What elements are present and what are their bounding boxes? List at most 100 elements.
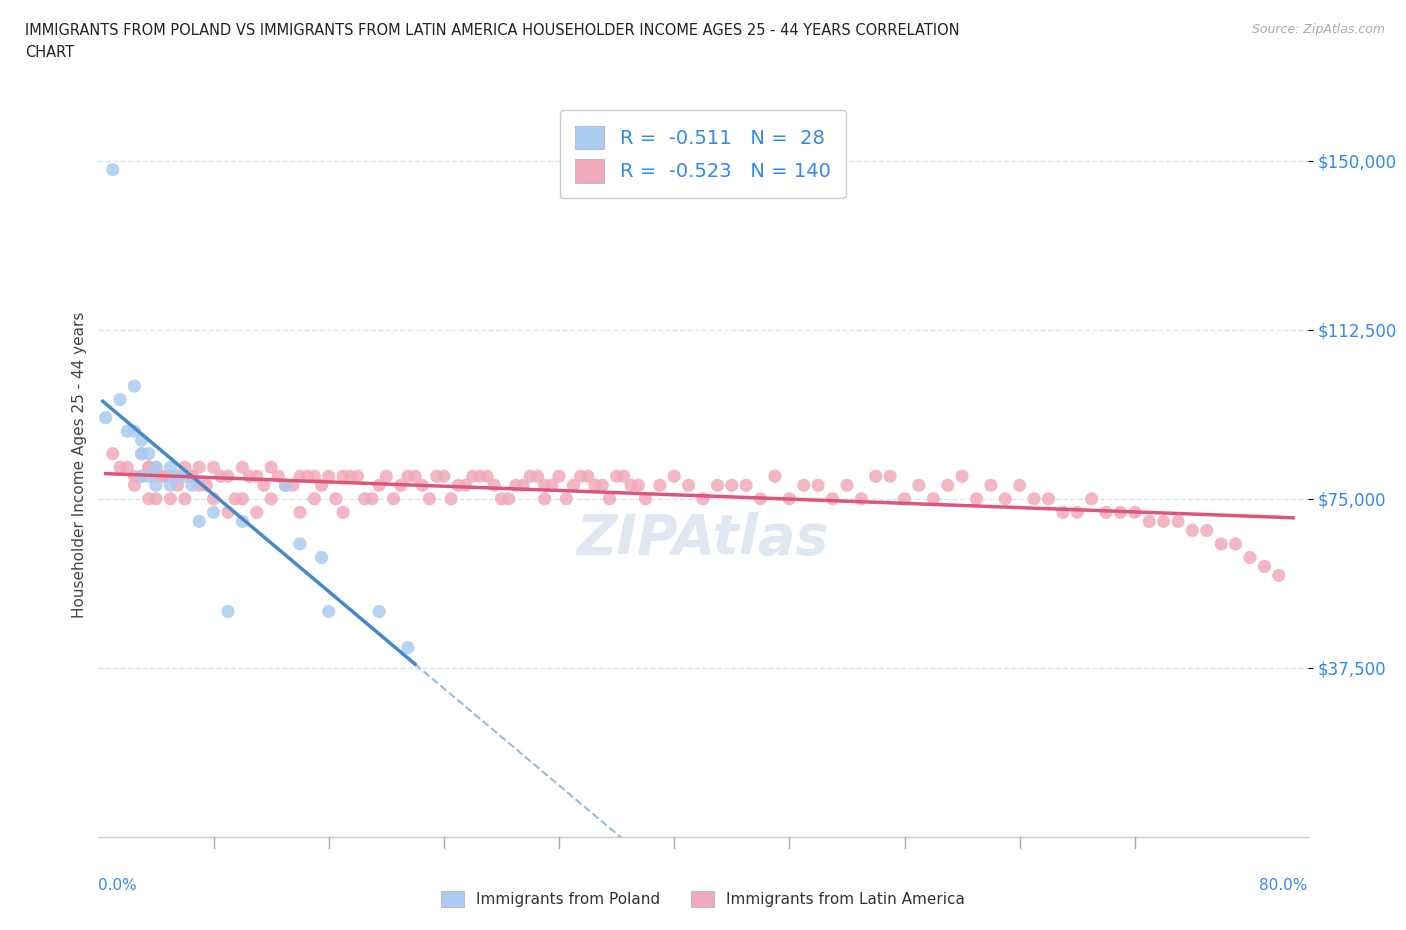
- Point: [131, 432, 153, 447]
- Point: [1181, 523, 1204, 538]
- Point: [950, 469, 973, 484]
- Point: [138, 446, 160, 461]
- Point: [1268, 568, 1291, 583]
- Point: [1066, 505, 1088, 520]
- Point: [1153, 514, 1175, 529]
- Point: [865, 469, 887, 484]
- Point: [311, 478, 333, 493]
- Point: [173, 491, 195, 506]
- Point: [260, 459, 283, 474]
- Point: [533, 491, 555, 506]
- Point: [124, 379, 146, 393]
- Point: [346, 469, 368, 484]
- Point: [418, 491, 440, 506]
- Point: [217, 604, 239, 619]
- Point: [361, 491, 384, 506]
- Point: [188, 459, 211, 474]
- Point: [181, 478, 204, 493]
- Text: Source: ZipAtlas.com: Source: ZipAtlas.com: [1251, 23, 1385, 36]
- Point: [138, 469, 160, 484]
- Point: [447, 478, 470, 493]
- Point: [1109, 505, 1132, 520]
- Point: [1080, 491, 1102, 506]
- Point: [124, 469, 146, 484]
- Text: ZIPAtlas: ZIPAtlas: [576, 512, 830, 566]
- Text: IMMIGRANTS FROM POLAND VS IMMIGRANTS FROM LATIN AMERICA HOUSEHOLDER INCOME AGES : IMMIGRANTS FROM POLAND VS IMMIGRANTS FRO…: [25, 23, 960, 38]
- Text: CHART: CHART: [25, 45, 75, 60]
- Point: [253, 478, 276, 493]
- Point: [382, 491, 405, 506]
- Point: [1022, 491, 1045, 506]
- Point: [526, 469, 548, 484]
- Point: [433, 469, 456, 484]
- Point: [440, 491, 463, 506]
- Point: [1095, 505, 1118, 520]
- Point: [533, 478, 555, 493]
- Point: [598, 491, 620, 506]
- Point: [94, 410, 117, 425]
- Point: [498, 491, 520, 506]
- Point: [1167, 514, 1189, 529]
- Point: [166, 469, 188, 484]
- Point: [239, 469, 262, 484]
- Point: [893, 491, 915, 506]
- Point: [613, 469, 636, 484]
- Point: [426, 469, 449, 484]
- Point: [1008, 478, 1031, 493]
- Point: [332, 469, 354, 484]
- Point: [115, 424, 138, 439]
- Point: [461, 469, 484, 484]
- Point: [922, 491, 945, 506]
- Point: [512, 478, 534, 493]
- Point: [994, 491, 1017, 506]
- Point: [411, 478, 433, 493]
- Point: [966, 491, 988, 506]
- Point: [555, 491, 578, 506]
- Point: [620, 478, 643, 493]
- Point: [267, 469, 290, 484]
- Point: [145, 491, 167, 506]
- Point: [152, 469, 174, 484]
- Point: [145, 459, 167, 474]
- Point: [181, 469, 204, 484]
- Point: [569, 469, 592, 484]
- Point: [166, 478, 188, 493]
- Point: [735, 478, 758, 493]
- Point: [1253, 559, 1275, 574]
- Point: [778, 491, 800, 506]
- Point: [634, 491, 657, 506]
- Point: [281, 478, 304, 493]
- Point: [396, 469, 419, 484]
- Point: [368, 604, 391, 619]
- Point: [576, 469, 599, 484]
- Point: [763, 469, 786, 484]
- Point: [1239, 550, 1261, 565]
- Point: [1195, 523, 1218, 538]
- Point: [188, 514, 211, 529]
- Point: [202, 505, 225, 520]
- Point: [274, 478, 297, 493]
- Point: [124, 424, 146, 439]
- Point: [124, 478, 146, 493]
- Point: [274, 478, 297, 493]
- Point: [159, 469, 181, 484]
- Point: [311, 550, 333, 565]
- Point: [145, 459, 167, 474]
- Point: [131, 469, 153, 484]
- Point: [231, 514, 253, 529]
- Point: [519, 469, 541, 484]
- Legend: Immigrants from Poland, Immigrants from Latin America: Immigrants from Poland, Immigrants from …: [434, 884, 972, 913]
- Point: [131, 469, 153, 484]
- Point: [246, 505, 269, 520]
- Point: [166, 469, 188, 484]
- Point: [231, 491, 253, 506]
- Point: [389, 478, 412, 493]
- Point: [678, 478, 700, 493]
- Point: [304, 491, 326, 506]
- Point: [295, 469, 318, 484]
- Point: [692, 491, 714, 506]
- Point: [159, 459, 181, 474]
- Point: [246, 469, 269, 484]
- Point: [318, 469, 340, 484]
- Point: [131, 446, 153, 461]
